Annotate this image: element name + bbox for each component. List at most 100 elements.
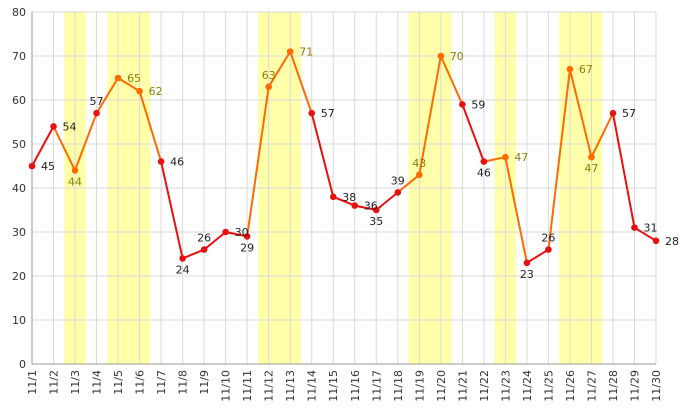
data-label: 47 (584, 162, 598, 175)
series-segment (246, 85, 270, 238)
x-tick-label: 11/16 (349, 370, 362, 402)
series-line (31, 50, 657, 264)
data-label: 28 (665, 235, 679, 248)
data-point-11-5 (114, 74, 122, 82)
series-segment (138, 90, 163, 163)
series-segment (117, 77, 141, 93)
data-label: 70 (450, 50, 464, 63)
y-tick-label: 80 (12, 6, 26, 19)
x-tick-label: 11/21 (456, 370, 469, 402)
data-point-11-8 (179, 255, 186, 262)
x-tick-label: 11/27 (585, 370, 598, 402)
data-label: 26 (197, 232, 211, 245)
y-tick-label: 20 (12, 270, 26, 283)
y-tick-label: 60 (12, 94, 26, 107)
data-point-11-3 (71, 167, 79, 174)
y-tick-label: 0 (19, 358, 26, 371)
data-point-11-18 (394, 189, 402, 196)
x-tick-label: 11/20 (435, 370, 448, 402)
data-label: 65 (127, 72, 141, 85)
series-segment (547, 68, 571, 251)
series-segment (52, 125, 77, 172)
data-point-11-6 (136, 87, 143, 95)
data-label: 35 (369, 215, 383, 228)
data-point-11-21 (459, 101, 466, 108)
data-point-11-23 (502, 153, 509, 161)
series-segment (203, 231, 227, 251)
series-segment (396, 173, 421, 194)
data-label: 57 (90, 95, 104, 108)
x-tick-label: 11/5 (112, 370, 125, 395)
data-label: 45 (41, 160, 55, 173)
x-tick-label: 11/15 (327, 370, 340, 402)
data-point-11-10 (222, 228, 229, 236)
series-segment (332, 195, 356, 207)
data-label: 47 (514, 151, 528, 164)
series-segment (160, 160, 184, 260)
x-tick-label: 11/3 (69, 370, 82, 395)
x-tick-label: 11/4 (91, 370, 104, 395)
series-segment (353, 204, 378, 211)
series-segment (461, 103, 485, 163)
x-tick-label: 11/8 (177, 370, 190, 395)
series-segment (289, 50, 313, 115)
x-tick-label: 11/9 (198, 370, 211, 395)
x-tick-label: 11/23 (499, 370, 512, 402)
series-segment (633, 226, 657, 242)
data-label: 26 (541, 232, 555, 245)
data-point-11-17 (372, 206, 380, 214)
data-label: 43 (412, 157, 426, 170)
x-tick-label: 11/26 (564, 370, 577, 402)
x-tick-label: 11/28 (607, 370, 620, 402)
y-tick-label: 50 (12, 138, 26, 151)
data-point-11-9 (200, 246, 208, 253)
data-label: 36 (364, 200, 378, 213)
x-tick-label: 11/18 (392, 370, 405, 402)
series-segment (525, 248, 550, 264)
data-label: 24 (176, 263, 190, 276)
series-segment (310, 112, 335, 198)
series-segment (31, 125, 55, 167)
y-tick-label: 40 (12, 182, 26, 195)
series-segment (418, 55, 442, 176)
x-tick-label: 11/1 (26, 370, 39, 395)
data-point-11-20 (437, 52, 445, 60)
data-point-11-4 (93, 109, 100, 117)
series-segment (504, 156, 528, 264)
y-tick-label: 70 (12, 50, 26, 63)
data-label: 46 (477, 167, 491, 180)
series-segment (590, 112, 614, 159)
axes (31, 12, 656, 365)
y-tick-label: 30 (12, 226, 26, 239)
data-label: 38 (342, 191, 356, 204)
data-point-11-22 (480, 158, 488, 165)
y-tick-labels: 0 10 20 30 40 50 60 70 80 (12, 6, 26, 371)
x-tick-label: 11/7 (155, 370, 168, 395)
series-segment (267, 50, 292, 88)
x-tick-label: 11/25 (542, 370, 555, 402)
series-segment (439, 55, 464, 106)
data-point-11-28 (609, 109, 617, 117)
series-segment (224, 231, 249, 238)
data-point-11-29 (631, 224, 638, 231)
data-label: 57 (622, 107, 636, 120)
x-tick-label: 11/24 (521, 370, 534, 402)
data-point-11-24 (523, 259, 531, 267)
data-point-11-25 (545, 246, 552, 253)
data-point-11-1 (28, 162, 36, 170)
data-label: 54 (63, 120, 77, 133)
data-label: 63 (262, 69, 276, 82)
x-tick-label: 11/13 (284, 370, 297, 402)
data-label: 31 (643, 222, 657, 235)
data-label: 46 (170, 156, 184, 169)
data-point-11-2 (50, 123, 57, 130)
series-segment (611, 112, 636, 229)
data-point-11-14 (308, 109, 316, 117)
data-point-11-19 (416, 171, 423, 179)
data-label: 71 (299, 46, 313, 59)
data-point-11-7 (157, 158, 165, 165)
x-tick-label: 11/29 (628, 370, 641, 402)
x-tick-label: 11/11 (241, 370, 254, 402)
series-segment (375, 191, 399, 211)
